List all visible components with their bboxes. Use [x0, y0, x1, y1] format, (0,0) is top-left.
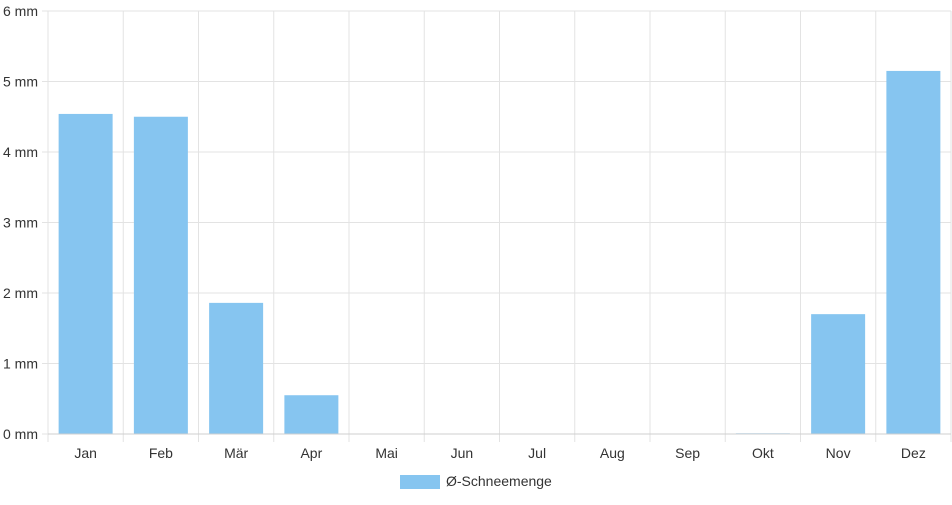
- y-tick-label: 4 mm: [3, 144, 38, 160]
- axis-layer: 0 mm 1 mm 2 mm 3 mm 4 mm 5 mm 6 mm Jan Feb Mär Apr…: [3, 3, 951, 461]
- x-tick-label: Okt: [752, 445, 774, 461]
- y-tick-label: 6 mm: [3, 3, 38, 19]
- y-tick-label: 3 mm: [3, 215, 38, 231]
- bar-jan[interactable]: [58, 113, 113, 435]
- bar-feb[interactable]: [133, 116, 188, 434]
- x-tick-label: Apr: [300, 445, 322, 461]
- legend[interactable]: Ø-Schneemenge: [400, 473, 552, 489]
- x-tick-label: Sep: [675, 445, 700, 461]
- bar-nov[interactable]: [811, 314, 866, 434]
- x-tick-label: Jan: [74, 445, 97, 461]
- x-tick-label: Feb: [149, 445, 173, 461]
- x-tick-label: Aug: [600, 445, 625, 461]
- y-tick-label: 0 mm: [3, 426, 38, 442]
- legend-label[interactable]: Ø-Schneemenge: [446, 473, 552, 489]
- x-tick-label: Jun: [451, 445, 474, 461]
- bars-layer: [58, 70, 941, 435]
- y-tick-label: 1 mm: [3, 356, 38, 372]
- bar-dez[interactable]: [886, 70, 941, 435]
- x-tick-label: Jul: [528, 445, 546, 461]
- y-tick-label: 5 mm: [3, 74, 38, 90]
- y-tick-label: 2 mm: [3, 285, 38, 301]
- legend-swatch[interactable]: [400, 475, 440, 489]
- x-tick-label: Mär: [224, 445, 248, 461]
- x-tick-label: Mai: [375, 445, 398, 461]
- bar-apr[interactable]: [284, 395, 339, 434]
- x-tick-label: Nov: [826, 445, 851, 461]
- bar-mär[interactable]: [209, 302, 264, 434]
- x-tick-label: Dez: [901, 445, 926, 461]
- grid-layer: [42, 10, 952, 442]
